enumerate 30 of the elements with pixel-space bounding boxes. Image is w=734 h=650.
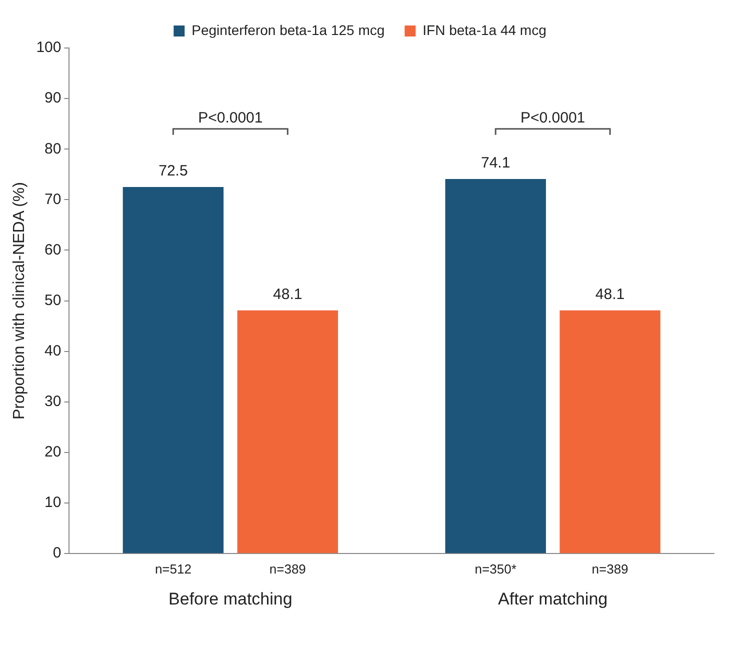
text: n=512 — [154, 562, 192, 577]
y-tick-label: 20 — [44, 444, 62, 461]
data-label: 74.1 — [480, 154, 510, 172]
y-tick-label: 10 — [44, 494, 62, 512]
bar — [445, 178, 546, 554]
y-tick-label: 70 — [44, 190, 62, 208]
text: n=350* — [474, 562, 516, 577]
text: n=389 — [592, 562, 628, 577]
y-axis-title: Proportion with clinical-NEDA (%) — [11, 182, 28, 420]
y-tick-label: 90 — [44, 90, 62, 107]
data-label: 72.5 — [158, 162, 188, 180]
y-tick-label: 80 — [44, 140, 62, 158]
y-tick-label: 100 — [36, 39, 62, 56]
legend-label: IFN beta-1a 44 mcg — [422, 22, 546, 38]
y-tick-label: 30 — [44, 393, 62, 410]
y-tick-label: 60 — [44, 241, 62, 258]
y-tick-label: 50 — [44, 292, 62, 309]
annotation: P<0.0001 — [198, 110, 263, 127]
data-label: 48.1 — [273, 286, 302, 304]
bar — [560, 310, 660, 554]
y-tick-label: 40 — [44, 342, 62, 360]
y-tick-label: 0 — [52, 544, 62, 562]
annotation: P<0.0001 — [520, 110, 586, 127]
legend-label: Peginterferon beta-1a 125 mcg — [192, 22, 385, 38]
bar — [122, 187, 224, 554]
bar — [237, 310, 338, 554]
text: n=389 — [269, 562, 306, 577]
x-tick-label: After matching — [498, 589, 608, 608]
x-tick-label: Before matching — [168, 589, 292, 608]
data-label: 48.1 — [595, 286, 625, 304]
